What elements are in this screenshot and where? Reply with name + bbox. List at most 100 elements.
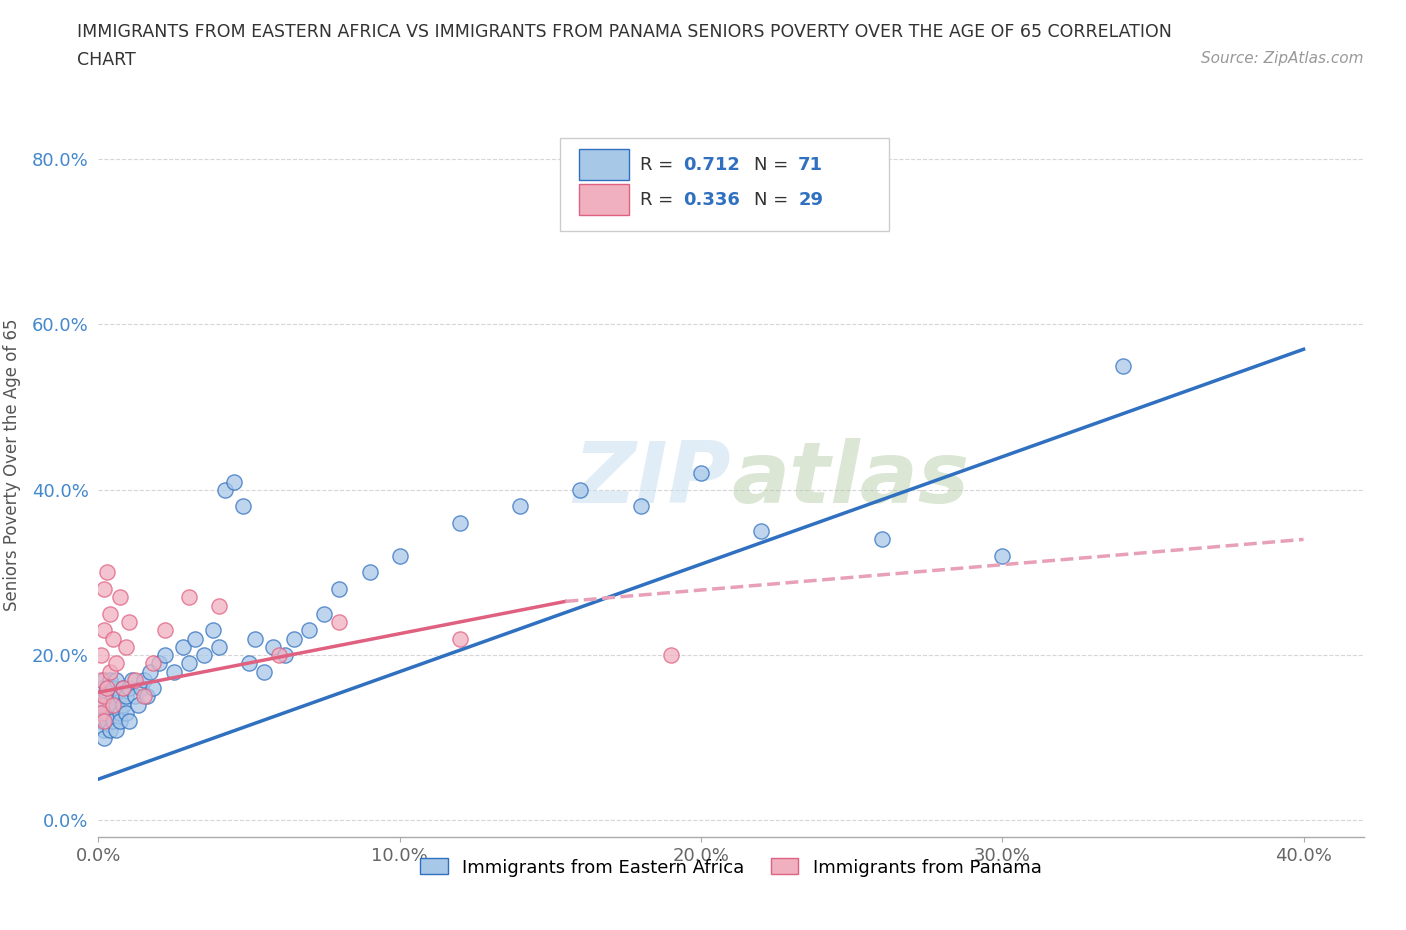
Point bbox=[93, 698, 115, 712]
Point bbox=[93, 722, 115, 737]
Point bbox=[142, 681, 165, 696]
Point bbox=[93, 730, 115, 745]
Point bbox=[114, 706, 136, 721]
Point bbox=[111, 681, 134, 696]
Point bbox=[105, 656, 128, 671]
Point bbox=[132, 672, 155, 687]
Point bbox=[105, 672, 128, 687]
Point bbox=[238, 656, 260, 671]
Point bbox=[96, 689, 118, 704]
Point bbox=[93, 581, 115, 596]
Point bbox=[153, 623, 176, 638]
FancyBboxPatch shape bbox=[560, 138, 889, 231]
Point bbox=[117, 714, 139, 729]
Point bbox=[243, 631, 266, 646]
Point bbox=[111, 698, 134, 712]
Point bbox=[93, 689, 115, 704]
Point bbox=[208, 640, 231, 655]
Y-axis label: Seniors Poverty Over the Age of 65: Seniors Poverty Over the Age of 65 bbox=[3, 319, 21, 611]
Text: IMMIGRANTS FROM EASTERN AFRICA VS IMMIGRANTS FROM PANAMA SENIORS POVERTY OVER TH: IMMIGRANTS FROM EASTERN AFRICA VS IMMIGR… bbox=[77, 23, 1173, 41]
Point bbox=[93, 623, 115, 638]
Point bbox=[103, 706, 125, 721]
Point bbox=[449, 515, 471, 530]
Point bbox=[103, 714, 125, 729]
Text: 0.336: 0.336 bbox=[683, 192, 740, 209]
Point bbox=[1112, 358, 1135, 373]
Point bbox=[114, 640, 136, 655]
Point bbox=[274, 647, 297, 662]
Point bbox=[659, 647, 682, 662]
Point bbox=[90, 698, 112, 712]
Point bbox=[108, 706, 131, 721]
Point bbox=[253, 664, 276, 679]
Point bbox=[108, 689, 131, 704]
Text: N =: N = bbox=[754, 192, 794, 209]
Point bbox=[96, 714, 118, 729]
Point bbox=[96, 681, 118, 696]
Point bbox=[388, 549, 411, 564]
Point bbox=[103, 631, 125, 646]
Point bbox=[90, 672, 112, 687]
Point bbox=[298, 623, 321, 638]
Point bbox=[214, 483, 236, 498]
Point bbox=[132, 689, 155, 704]
Point bbox=[630, 498, 652, 513]
Point bbox=[449, 631, 471, 646]
Point bbox=[148, 656, 170, 671]
Point bbox=[193, 647, 215, 662]
Point bbox=[328, 615, 350, 630]
Point bbox=[177, 656, 200, 671]
Point bbox=[138, 664, 160, 679]
Point bbox=[262, 640, 284, 655]
Point bbox=[142, 656, 165, 671]
Text: R =: R = bbox=[640, 156, 679, 174]
Point bbox=[172, 640, 194, 655]
Point bbox=[991, 549, 1014, 564]
Text: N =: N = bbox=[754, 156, 794, 174]
Point bbox=[90, 714, 112, 729]
Point bbox=[124, 672, 146, 687]
Point bbox=[96, 681, 118, 696]
Point bbox=[100, 664, 122, 679]
Point bbox=[108, 714, 131, 729]
Point bbox=[103, 698, 125, 712]
Point bbox=[100, 606, 122, 621]
Point bbox=[105, 722, 128, 737]
Point bbox=[100, 698, 122, 712]
Point bbox=[103, 681, 125, 696]
Text: 29: 29 bbox=[799, 192, 823, 209]
Point bbox=[269, 647, 291, 662]
Point bbox=[153, 647, 176, 662]
Point bbox=[690, 466, 713, 481]
FancyBboxPatch shape bbox=[579, 184, 628, 215]
FancyBboxPatch shape bbox=[579, 149, 628, 180]
Text: R =: R = bbox=[640, 192, 679, 209]
Text: ZIP: ZIP bbox=[574, 438, 731, 522]
Point bbox=[117, 615, 139, 630]
Point bbox=[163, 664, 186, 679]
Point bbox=[283, 631, 305, 646]
Point bbox=[870, 532, 893, 547]
Point bbox=[328, 581, 350, 596]
Text: Source: ZipAtlas.com: Source: ZipAtlas.com bbox=[1201, 51, 1364, 66]
Point bbox=[90, 706, 112, 721]
Point bbox=[93, 714, 115, 729]
Point bbox=[509, 498, 531, 513]
Point bbox=[184, 631, 207, 646]
Point bbox=[90, 681, 112, 696]
Text: atlas: atlas bbox=[731, 438, 969, 522]
Text: 71: 71 bbox=[799, 156, 823, 174]
Point bbox=[100, 722, 122, 737]
Point bbox=[124, 689, 146, 704]
Point bbox=[121, 672, 143, 687]
Point bbox=[100, 672, 122, 687]
Point bbox=[201, 623, 224, 638]
Point bbox=[93, 689, 115, 704]
Point bbox=[569, 483, 592, 498]
Point bbox=[90, 647, 112, 662]
Point bbox=[114, 689, 136, 704]
Point bbox=[135, 689, 157, 704]
Point bbox=[90, 706, 112, 721]
Point bbox=[111, 681, 134, 696]
Point bbox=[129, 681, 152, 696]
